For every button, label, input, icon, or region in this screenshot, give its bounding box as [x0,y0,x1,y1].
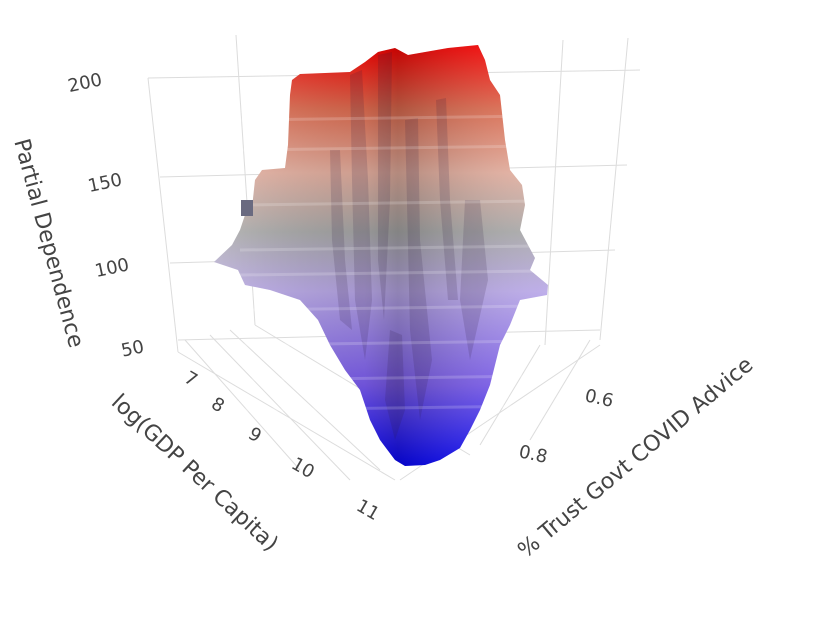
grid-line [229,329,381,471]
grid-line [544,39,564,346]
y-axis-title: % Trust Govt COVID Advice [513,353,758,564]
z-axis-title: Partial Dependence [8,136,88,350]
surface-band [239,244,541,252]
surface-band [239,269,541,277]
surface-fold [330,150,352,330]
grid-line [599,37,629,341]
x-tick-label: 7 [181,367,201,391]
z-tick-label: 150 [86,169,124,197]
surface-fold [405,118,432,420]
surface-fold [378,52,392,320]
surface-fold [385,330,405,440]
surface-band [239,304,541,312]
y-tick-label: 0.6 [583,385,615,411]
surface-band [239,339,541,347]
x-tick-label: 10 [288,453,318,483]
surface-band [239,114,541,122]
grid-line [479,344,541,446]
surface-edge [241,200,253,216]
y-tick-label: 0.8 [517,441,549,467]
surface-fold [436,98,458,300]
grid-line [184,339,301,471]
surface-band [239,199,541,207]
surface-band [239,404,541,412]
grid-line [209,334,351,481]
surface-band [239,144,541,152]
z-tick-label: 200 [66,69,104,97]
surface-shading [214,45,548,466]
x-tick-label: 9 [245,423,265,447]
z-tick-label: 100 [93,254,131,282]
grid-line [147,77,179,353]
x-tick-label: 8 [208,393,228,417]
x-tick-label: 11 [353,495,383,525]
z-tick-label: 50 [119,336,146,361]
surface-fold [460,200,488,360]
surface-fold [350,70,372,360]
surface-band [239,374,541,382]
surface [214,45,548,466]
x-axis-title: log(GDP Per Capita) [106,390,283,557]
grid-line [529,339,591,441]
